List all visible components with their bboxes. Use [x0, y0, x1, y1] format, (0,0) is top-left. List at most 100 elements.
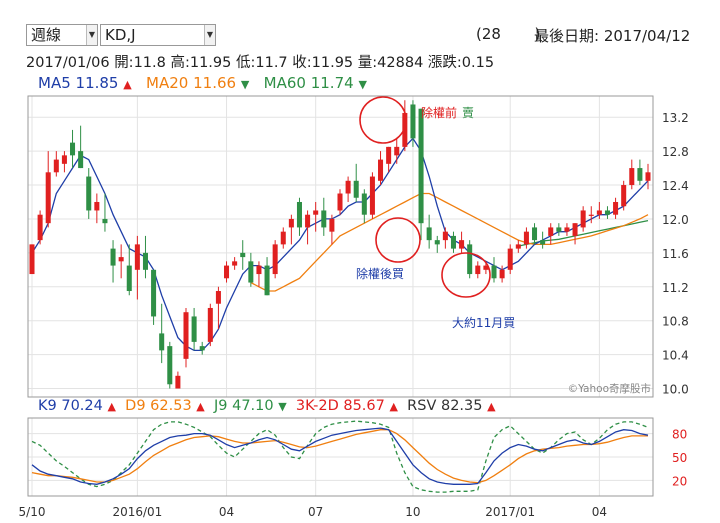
- candle-body: [572, 223, 578, 236]
- candle-body: [118, 257, 124, 262]
- ma5-legend: MA5 11.85: [38, 74, 119, 92]
- candle-body: [434, 240, 440, 245]
- k9-line: [31, 427, 649, 485]
- y-tick-label: 10.0: [662, 383, 689, 397]
- candle-body: [86, 176, 92, 211]
- candle-body: [272, 244, 278, 275]
- x-tick-label: 5/10: [19, 505, 46, 519]
- candle-body: [467, 244, 473, 275]
- candle-body: [637, 168, 643, 181]
- candle-body: [564, 227, 570, 232]
- candle-body: [313, 210, 319, 215]
- price-frame: [27, 95, 654, 398]
- chevron-down-icon: ▼: [86, 25, 97, 45]
- candle-body: [548, 227, 554, 236]
- kd-y-tick-label: 50: [672, 451, 687, 465]
- ma60-legend: MA60 11.74: [263, 74, 354, 92]
- kd-legend: K9 70.24 ▲ D9 62.53 ▲ J9 47.10 ▼ 3K-2D 8…: [38, 398, 496, 414]
- candle-body: [378, 159, 384, 181]
- j9-line: [31, 420, 649, 493]
- d9-legend: D9 62.53: [125, 398, 192, 414]
- quote-high: 高:11.95: [170, 55, 232, 71]
- candle-body: [78, 151, 84, 169]
- candle-body: [507, 248, 513, 270]
- candle-body: [588, 214, 594, 216]
- candle-body: [386, 146, 392, 164]
- candle-body: [61, 155, 67, 164]
- candle-body: [329, 218, 335, 232]
- annotation-sell: 賣: [462, 105, 474, 120]
- x-tick-label: 2016/01: [112, 505, 162, 519]
- price-y-ticks: 10.0 10.4 10.8 11.2 11.6 12.0 12.4 12.8 13.2: [662, 111, 689, 396]
- candle-body: [159, 333, 165, 351]
- annotation-after-ex-buy: 除權後買: [356, 266, 404, 281]
- x-tick-label: 07: [308, 505, 323, 519]
- kd-y-tick-label: 20: [672, 474, 687, 488]
- down-arrow-icon: ▼: [358, 78, 367, 91]
- candle-body: [540, 240, 546, 245]
- y-tick-label: 10.4: [662, 349, 689, 363]
- candle-body: [53, 159, 59, 173]
- indicator-select[interactable]: KD,J ▼: [100, 24, 216, 46]
- ma20-line: [250, 192, 649, 292]
- period-select[interactable]: 週線 ▼: [26, 24, 98, 46]
- down-arrow-icon: ▼: [240, 78, 250, 91]
- candle-body: [102, 218, 108, 224]
- j9-legend: J9 47.10: [213, 398, 274, 414]
- x-tick-label: 04: [592, 505, 607, 519]
- candle-body: [321, 210, 327, 228]
- candle-body: [151, 269, 157, 317]
- last-date: 最後日期: 2017/04/12: [534, 27, 691, 45]
- kd-y-ticks: 20 50 80: [672, 428, 687, 489]
- quote-date: 2017/01/06: [26, 55, 110, 71]
- candle-body: [224, 265, 230, 279]
- quote-low: 低:11.7: [235, 55, 288, 71]
- candle-body: [410, 104, 416, 139]
- circle-after-ex: [375, 217, 421, 263]
- candle-body: [621, 185, 627, 207]
- candle-body: [629, 168, 635, 186]
- candle-body: [353, 180, 359, 198]
- kd-grid: [28, 418, 653, 496]
- x-tick-label: 10: [405, 505, 420, 519]
- candle-body: [499, 269, 505, 279]
- quote-close: 收:11.95: [292, 55, 354, 71]
- candle-body: [296, 201, 302, 228]
- candle-body: [556, 227, 562, 232]
- candle-body: [248, 261, 254, 283]
- x-ticks: 5/10 2016/01 04 07 10 2017/01 04: [19, 505, 607, 519]
- candle-body: [288, 218, 294, 228]
- period-select-value: 週線: [31, 26, 62, 44]
- ma5-line: [31, 137, 649, 352]
- quote-open: 開:11.8: [114, 55, 166, 71]
- quote-change: 漲跌:0.15: [427, 55, 495, 71]
- quote-line: 2017/01/06 開:11.8 高:11.95 低:11.7 收:11.95…: [26, 51, 494, 72]
- y-tick-label: 11.6: [662, 247, 689, 261]
- 3k2d-legend: 3K-2D 85.67: [295, 398, 385, 414]
- circle-before-ex: [359, 96, 407, 144]
- candle-body: [207, 307, 213, 342]
- y-tick-label: 12.4: [662, 179, 689, 193]
- kd-lines: [31, 420, 649, 493]
- ma-lines: [31, 137, 649, 352]
- y-tick-label: 11.2: [662, 281, 689, 295]
- candle-body: [37, 214, 43, 241]
- candle-body: [142, 252, 148, 270]
- candle-body: [167, 346, 173, 385]
- candle-body: [337, 193, 343, 211]
- d9-line: [31, 429, 648, 484]
- watermark: ©Yahoo奇摩股市: [568, 382, 651, 395]
- candle-body: [369, 176, 375, 215]
- y-tick-label: 10.8: [662, 315, 689, 329]
- candle-body: [191, 316, 197, 342]
- candle-body: [29, 244, 35, 275]
- candle-body: [264, 265, 270, 296]
- candle-body: [450, 235, 456, 249]
- candle-body: [523, 231, 529, 245]
- candle-body: [94, 201, 100, 211]
- candle-body: [305, 214, 311, 228]
- up-arrow-icon: ▲: [123, 78, 132, 91]
- candle-body: [475, 265, 481, 275]
- candle-body: [515, 244, 521, 249]
- up-arrow-icon: ▲: [389, 400, 398, 413]
